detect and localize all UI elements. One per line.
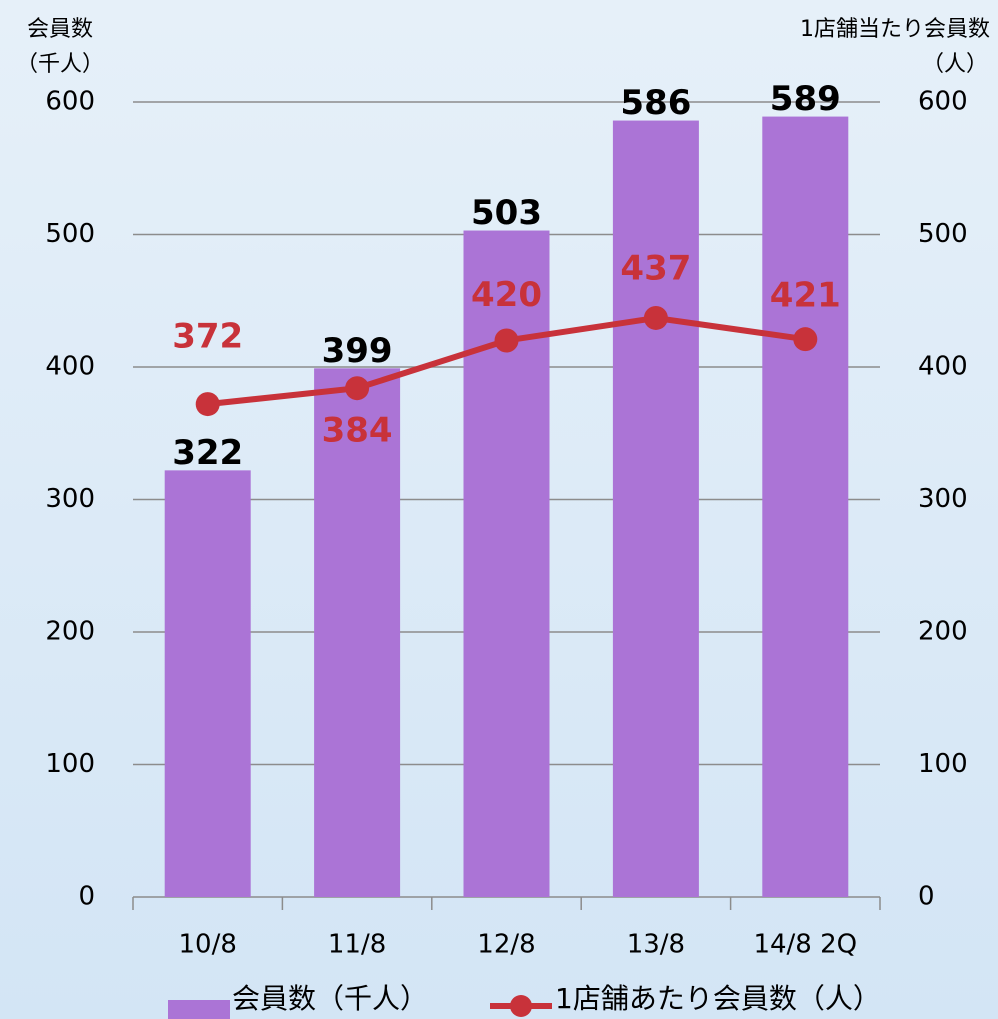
y2-tick-label: 200 — [918, 617, 968, 647]
y-tick-label: 300 — [45, 484, 95, 514]
y2-tick-label: 600 — [918, 87, 968, 117]
y2-axis-title: （人） — [922, 52, 988, 77]
y2-tick-label: 500 — [918, 219, 968, 249]
x-tick-label: 13/8 — [627, 930, 685, 960]
data-label: 503 — [471, 193, 542, 233]
x-tick-label: 10/8 — [179, 930, 237, 960]
bar — [762, 116, 849, 897]
bar — [164, 470, 251, 897]
y2-tick-label: 100 — [918, 749, 968, 779]
y-tick-label: 0 — [78, 882, 95, 912]
legend-swatch — [168, 1000, 230, 1019]
data-label: 399 — [322, 331, 393, 371]
y2-tick-label: 0 — [918, 882, 935, 912]
bar — [612, 120, 699, 898]
x-tick-label: 14/8 2Q — [753, 930, 857, 960]
x-tick-label: 11/8 — [328, 930, 386, 960]
data-label: 586 — [620, 83, 691, 123]
y-tick-label: 400 — [45, 352, 95, 382]
line-marker — [494, 328, 519, 353]
x-tick-label: 12/8 — [477, 930, 535, 960]
y2-tick-label: 300 — [918, 484, 968, 514]
y-axis-title: 会員数 — [27, 17, 93, 42]
data-label: 421 — [770, 276, 841, 316]
y-tick-label: 500 — [45, 219, 95, 249]
line-marker — [643, 305, 668, 330]
legend-label: 会員数（千人） — [232, 982, 428, 1015]
line-marker — [345, 376, 370, 401]
data-label: 322 — [172, 433, 243, 473]
line-marker — [195, 392, 220, 417]
y2-axis-title: 1店舗当たり会員数 — [800, 17, 990, 42]
legend-swatch — [510, 995, 532, 1017]
data-label: 437 — [620, 248, 691, 288]
y2-tick-label: 400 — [918, 352, 968, 382]
data-label: 384 — [322, 411, 393, 451]
bar — [314, 368, 401, 897]
data-label: 420 — [471, 275, 542, 315]
data-label: 589 — [770, 79, 841, 119]
data-label: 372 — [172, 317, 243, 357]
y-tick-label: 200 — [45, 617, 95, 647]
y-axis-title: （千人） — [16, 52, 104, 77]
y-tick-label: 600 — [45, 87, 95, 117]
y-tick-label: 100 — [45, 749, 95, 779]
line-marker — [793, 327, 818, 352]
legend-label: 1店舗あたり会員数（人） — [555, 982, 881, 1015]
